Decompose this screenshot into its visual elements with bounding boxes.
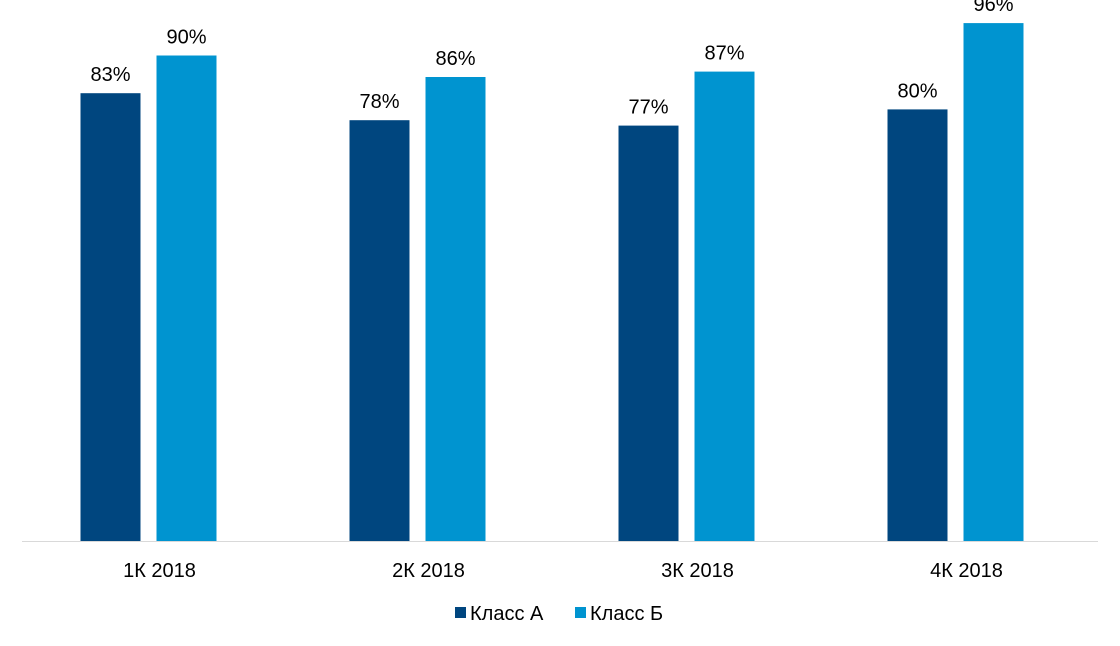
x-tick-label: 2К 2018 [392, 560, 465, 582]
bar-class-b-3 [694, 71, 755, 541]
bar-class-b-1 [156, 55, 217, 541]
x-tick-label: 4К 2018 [930, 560, 1003, 582]
data-label: 83% [90, 64, 130, 86]
data-label: 80% [897, 80, 937, 102]
legend: Класс А Класс Б [455, 603, 663, 625]
bar-class-a-1 [80, 93, 141, 541]
data-label: 77% [628, 97, 668, 119]
x-tick-label: 1К 2018 [123, 560, 196, 582]
bar-class-a-2 [349, 120, 410, 541]
x-axis-tick-labels: 1К 2018 2К 2018 3К 2018 4К 2018 [123, 560, 1003, 582]
data-label: 87% [704, 43, 744, 65]
bar-class-a-3 [618, 125, 679, 541]
data-label: 78% [359, 91, 399, 113]
data-label: 90% [166, 27, 206, 49]
bars-layer [80, 23, 1024, 542]
bar-class-a-4 [887, 109, 948, 542]
legend-label-class-a: Класс А [470, 603, 544, 625]
legend-swatch-class-a [455, 607, 466, 618]
data-label: 96% [973, 0, 1013, 16]
bar-class-b-2 [425, 77, 486, 541]
data-labels-layer: 83% 90% 78% 86% 77% 87% 80% 96% [90, 0, 1013, 119]
legend-label-class-b: Класс Б [590, 603, 663, 625]
bar-class-b-4 [963, 23, 1024, 542]
x-tick-label: 3К 2018 [661, 560, 734, 582]
data-label: 86% [435, 48, 475, 70]
legend-swatch-class-b [575, 607, 586, 618]
